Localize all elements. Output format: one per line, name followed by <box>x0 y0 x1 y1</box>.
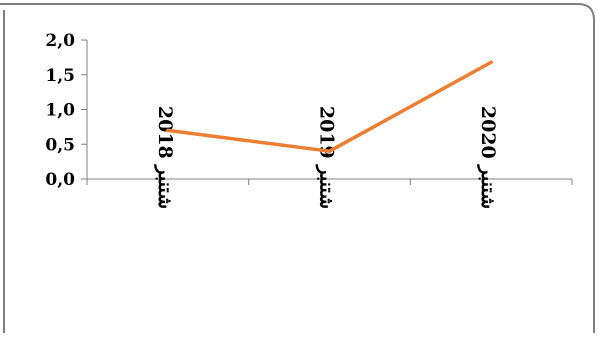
y-tick-label: 1,5 <box>45 66 75 86</box>
x-axis: شتنبر 2018 شتنبر 2019 شتنبر 2020 <box>87 106 572 209</box>
x-category-label: شتنبر 2020 <box>477 106 499 209</box>
chart-frame <box>0 4 594 333</box>
y-tick-label: 0,0 <box>45 170 75 190</box>
y-tick-label: 0,5 <box>45 135 75 155</box>
x-category-label: شتنبر 2019 <box>316 106 338 209</box>
y-tick-label: 1,0 <box>45 101 75 121</box>
x-category-label: شتنبر 2018 <box>154 106 176 209</box>
y-axis: 0,0 0,5 1,0 1,5 2,0 <box>45 31 87 190</box>
y-tick-label: 2,0 <box>45 31 75 51</box>
